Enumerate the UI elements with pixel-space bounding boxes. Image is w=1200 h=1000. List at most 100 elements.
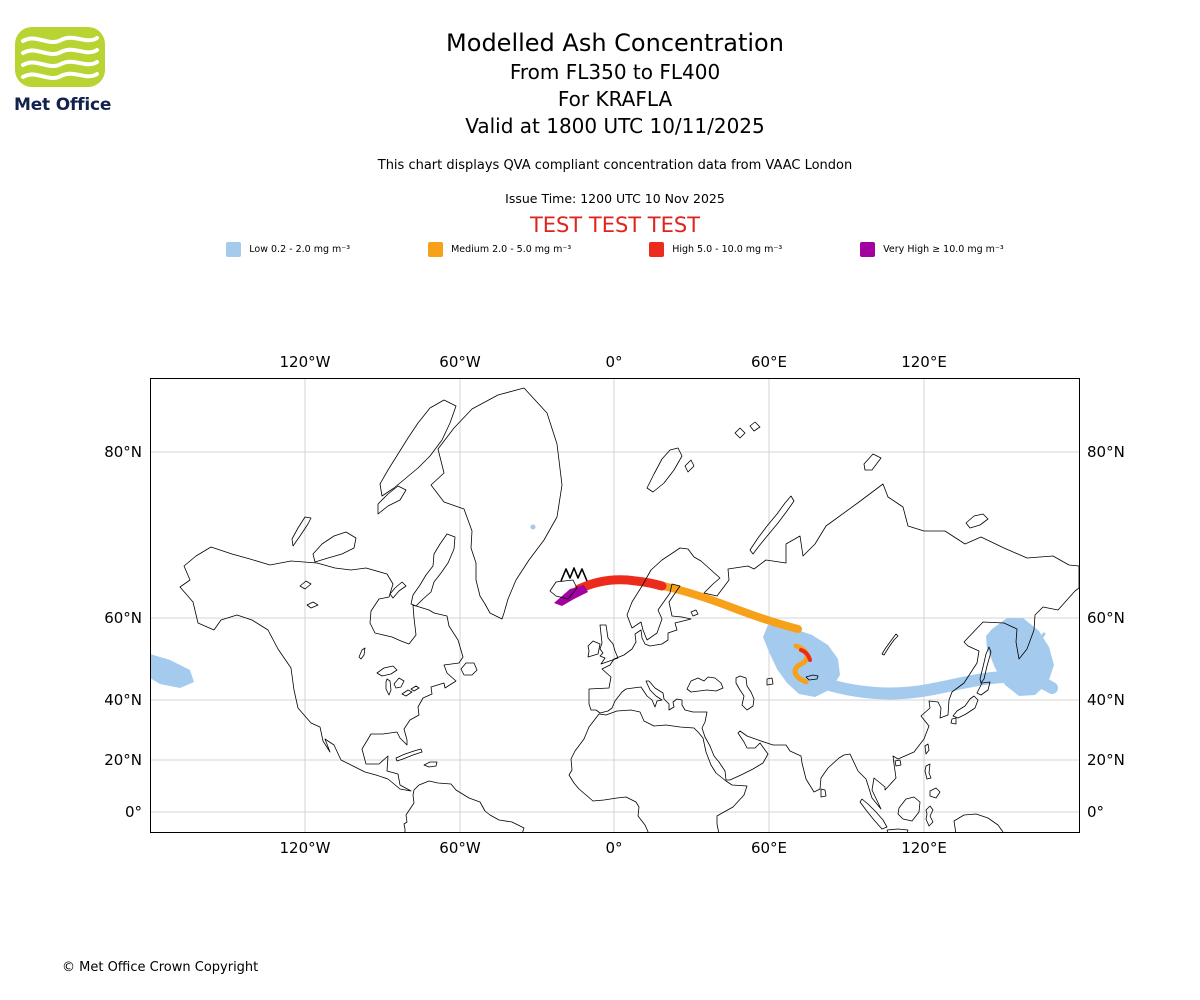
lat-tick-right-4: 0°: [1087, 803, 1105, 821]
volcano-subtitle: For KRAFLA: [557, 87, 673, 111]
coastline-svalbard-east: [684, 459, 695, 473]
coastline-sri-lanka: [820, 788, 827, 798]
flight-level-subtitle: From FL350 to FL400: [509, 60, 721, 84]
met-office-logo: Met Office: [14, 26, 134, 115]
ash-plumes: [150, 524, 1058, 700]
lon-tick-top-1: 60°W: [439, 353, 481, 371]
lake-ontario: [410, 685, 420, 692]
ash-medium-main-band: [654, 581, 802, 633]
ash-high-spot: [799, 648, 812, 662]
coastline-ireland: [587, 640, 601, 658]
concentration-legend: Low 0.2 - 2.0 mg m⁻³ Medium 2.0 - 5.0 mg…: [150, 242, 1080, 257]
chart-titles: Modelled Ash Concentration From FL350 to…: [150, 28, 1080, 140]
lat-tick-left-3: 20°N: [104, 751, 142, 769]
lon-tick-top-2: 0°: [605, 353, 623, 371]
logo-brand-text: Met Office: [14, 95, 112, 115]
coastline-southampton-island: [389, 581, 407, 599]
lat-tick-right-2: 40°N: [1087, 691, 1125, 709]
coastline-victoria-island: [312, 531, 357, 563]
lat-tick-right-0: 80°N: [1087, 443, 1125, 461]
lakes-and-inland-seas: [299, 580, 899, 711]
coastlines: [179, 387, 1080, 833]
ash-high-main-band: [574, 575, 667, 594]
coastline-kyushu: [950, 717, 957, 725]
coastline-eurasia: [588, 483, 1080, 810]
lake-winnipeg: [358, 647, 366, 660]
legend-swatch-low: [226, 242, 242, 257]
coastline-sakhalin: [979, 646, 992, 684]
volcano-marker: [560, 567, 588, 582]
coastline-hainan: [894, 759, 902, 767]
map-area: [150, 378, 1080, 833]
lat-tick-right-3: 20°N: [1087, 751, 1125, 769]
coastline-south-america: [403, 780, 525, 833]
lat-tick-left-1: 60°N: [104, 609, 142, 627]
legend-swatch-high: [649, 242, 665, 257]
lake-erie: [401, 689, 413, 697]
lat-tick-left-2: 40°N: [104, 691, 142, 709]
coastline-luzon: [924, 763, 932, 780]
legend-label-high: High 5.0 - 10.0 mg m⁻³: [672, 244, 783, 255]
coastline-newfoundland: [460, 662, 478, 676]
coastline-honshu: [952, 695, 979, 719]
coastline-cuba: [395, 748, 423, 762]
coastline-new-guinea: [953, 813, 1004, 833]
ash-low-speck: [530, 524, 536, 530]
met-office-logo-mark: [15, 27, 105, 87]
graticule: [150, 378, 1080, 833]
issue-time: Issue Time: 1200 UTC 10 Nov 2025: [505, 191, 725, 206]
lake-baikal: [881, 633, 899, 656]
lon-tick-top-3: 60°E: [750, 353, 788, 371]
lake-huron: [393, 677, 405, 689]
aral-sea: [766, 677, 774, 686]
coastline-mindanao: [929, 787, 941, 799]
logo-wave-lines: [21, 35, 99, 80]
lake-ladoga: [690, 609, 699, 617]
coastline-borneo: [897, 796, 921, 822]
legend-item-high: High 5.0 - 10.0 mg m⁻³: [649, 242, 782, 257]
lon-tick-top-4: 120°E: [901, 353, 947, 371]
black-sea: [686, 676, 724, 693]
coastline-new-siberian-islands: [965, 513, 989, 529]
coastline-novaya-zemlya: [749, 495, 795, 555]
coastline-franz-josef-1: [734, 427, 746, 439]
legend-item-very-high: Very High ≥ 10.0 mg m⁻³: [860, 242, 1004, 257]
lat-tick-right-1: 60°N: [1087, 609, 1125, 627]
map-border: [150, 378, 1080, 833]
ash-low-wisp: [1004, 632, 1046, 678]
ash-low-east-asia-patch: [986, 618, 1054, 696]
coastline-iceland: [549, 579, 578, 600]
great-bear-lake: [299, 580, 312, 590]
great-slave-lake: [306, 601, 319, 609]
lon-tick-bottom-0: 120°W: [279, 839, 331, 857]
qva-disclaimer: This chart displays QVA compliant concen…: [377, 158, 853, 173]
coastline-franz-josef-2: [749, 421, 761, 432]
lake-superior: [376, 665, 398, 677]
caspian-sea: [735, 675, 755, 711]
coastline-great-britain: [599, 624, 619, 665]
coastline-hokkaido: [976, 681, 991, 696]
lon-tick-bottom-3: 60°E: [750, 839, 788, 857]
coastline-ellesmere-island: [379, 399, 457, 497]
coastline-sulawesi: [925, 805, 934, 827]
lake-michigan: [385, 678, 392, 696]
world-map: [150, 378, 1080, 833]
valid-time-subtitle: Valid at 1800 UTC 10/11/2025: [465, 114, 765, 138]
coastline-north-america: [179, 546, 464, 792]
lon-tick-top-0: 120°W: [279, 353, 331, 371]
coastline-greenland: [430, 387, 563, 620]
coastline-svalbard: [646, 447, 683, 493]
coastline-africa: [568, 709, 748, 833]
lat-tick-left-0: 80°N: [104, 443, 142, 461]
coastline-baffin-island: [410, 533, 456, 607]
legend-swatch-medium: [428, 242, 444, 257]
test-banner: TEST TEST TEST: [529, 213, 701, 237]
logo-background-shape: [15, 27, 105, 87]
legend-label-very-high: Very High ≥ 10.0 mg m⁻³: [883, 244, 1004, 255]
coastline-devon-island: [377, 485, 407, 515]
legend-item-low: Low 0.2 - 2.0 mg m⁻³: [226, 242, 350, 257]
coastline-hispaniola: [423, 761, 438, 768]
coastline-sumatra: [859, 798, 888, 830]
lon-tick-bottom-2: 0°: [605, 839, 623, 857]
legend-swatch-very-high: [860, 242, 876, 257]
